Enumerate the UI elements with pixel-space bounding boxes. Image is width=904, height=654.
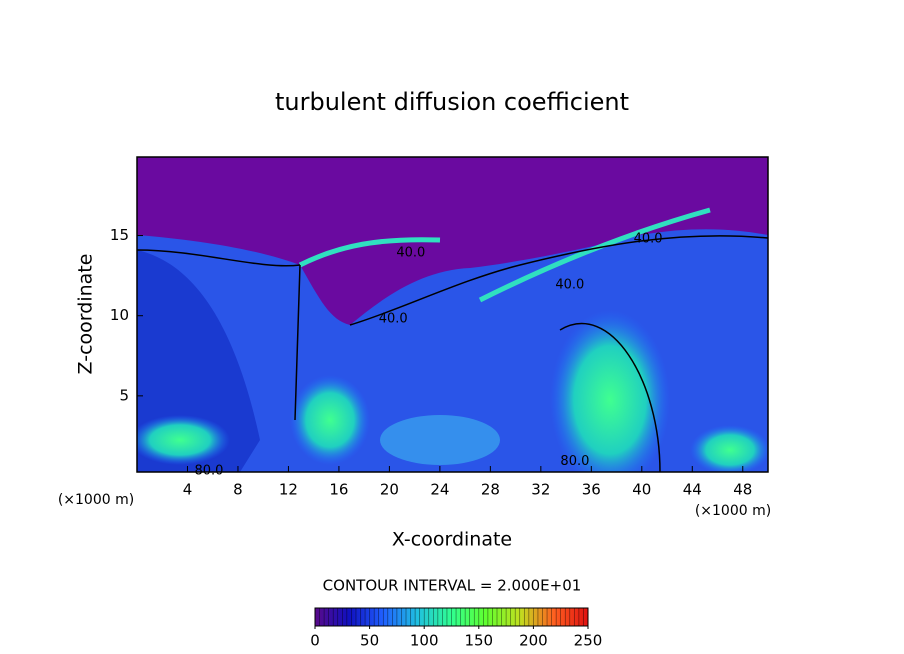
contour-interval: CONTOUR INTERVAL = 2.000E+01 — [323, 577, 582, 595]
contour-label: 80.0 — [194, 464, 223, 479]
x-tick-label: 24 — [430, 481, 449, 499]
contour-label: 40.0 — [379, 311, 408, 326]
chart-title: turbulent diffusion coefficient — [275, 88, 629, 116]
x-tick-label: 28 — [481, 481, 500, 499]
x-tick-label: 12 — [279, 481, 298, 499]
field — [137, 157, 768, 472]
contour-label: 40.0 — [396, 246, 425, 261]
x-tick-label: 32 — [531, 481, 550, 499]
x-tick-label: 36 — [582, 481, 601, 499]
contour-label: 40.0 — [634, 231, 663, 246]
colorbar-tick-label: 50 — [360, 632, 379, 650]
colorbar-tick-label: 250 — [574, 632, 603, 650]
y-axis-label: Z-coordinate — [75, 254, 97, 375]
y-tick-label: 5 — [119, 386, 129, 404]
y-tick-label: 15 — [110, 226, 129, 244]
plot-frame — [136, 156, 769, 473]
x-axis-label: X-coordinate — [392, 529, 512, 551]
x-tick-label: 40 — [632, 481, 651, 499]
colorbar-tick-label: 150 — [464, 632, 493, 650]
x-tick-label: 16 — [329, 481, 348, 499]
x-tick-label: 48 — [733, 481, 752, 499]
contour-label: 40.0 — [555, 278, 584, 293]
x-tick-label: 4 — [183, 481, 193, 499]
y-tick-label: 10 — [110, 306, 129, 324]
colorbar-tick-label: 200 — [519, 632, 548, 650]
colorbar-tick-label: 0 — [310, 632, 320, 650]
x-tick-label: 20 — [380, 481, 399, 499]
x-tick-label: 8 — [233, 481, 243, 499]
colorbar-tick-label: 100 — [410, 632, 439, 650]
x-unit-label: (×1000 m) — [695, 503, 771, 519]
contour-label: 80.0 — [560, 454, 589, 469]
x-unit-label: (×1000 m) — [58, 492, 134, 508]
x-tick-label: 44 — [683, 481, 702, 499]
